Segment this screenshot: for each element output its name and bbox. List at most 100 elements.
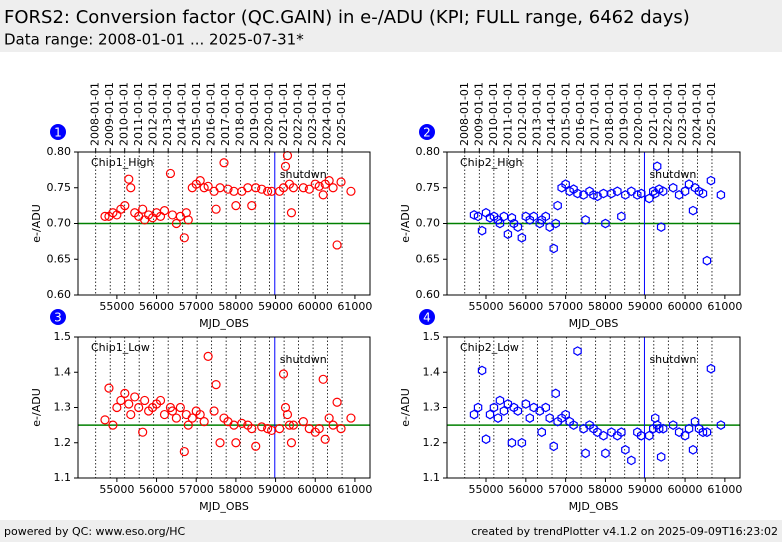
- x-tick-label: 59000: [628, 300, 663, 313]
- point: [535, 218, 545, 229]
- point: [473, 402, 483, 413]
- top-tick-label: 2014-01-01: [545, 82, 558, 146]
- point: [668, 420, 678, 430]
- point: [138, 427, 148, 437]
- y-tick-label: 1.1: [54, 471, 72, 484]
- top-tick-label: 2016-01-01: [205, 82, 218, 146]
- point: [601, 448, 610, 459]
- point: [104, 383, 114, 393]
- point: [195, 176, 205, 186]
- x-axis-label: MJD_OBS: [569, 500, 619, 513]
- point: [599, 188, 608, 199]
- point: [183, 215, 193, 225]
- x-tick-label: 55000: [99, 483, 134, 496]
- point: [320, 434, 330, 444]
- x-tick-label: 55000: [469, 483, 504, 496]
- point: [493, 413, 503, 423]
- point: [324, 176, 334, 186]
- point: [203, 181, 213, 191]
- point: [537, 215, 547, 225]
- point: [503, 399, 513, 409]
- point: [215, 438, 225, 448]
- point: [549, 441, 558, 452]
- point: [495, 395, 505, 406]
- point: [209, 406, 219, 416]
- panel-number: 1: [54, 126, 62, 140]
- point: [545, 413, 554, 423]
- point: [251, 441, 261, 451]
- footer-left: powered by QC: www.eso.org/HC: [4, 525, 186, 538]
- point: [557, 413, 566, 423]
- point: [257, 184, 267, 194]
- point: [332, 240, 342, 250]
- point: [495, 218, 505, 229]
- point: [298, 417, 308, 427]
- x-tick-label: 56000: [508, 483, 543, 496]
- point: [698, 188, 708, 199]
- panel-number: 4: [423, 311, 431, 325]
- top-tick-label: 2019-01-01: [618, 82, 631, 146]
- point: [140, 395, 150, 406]
- y-tick-label: 1.3: [423, 401, 441, 414]
- point: [485, 409, 495, 420]
- x-tick-label: 56000: [139, 483, 174, 496]
- point: [561, 409, 570, 420]
- point: [716, 190, 726, 200]
- x-tick-label: 61000: [707, 300, 742, 313]
- point: [179, 233, 189, 243]
- top-tick-label: 2024-01-01: [321, 82, 334, 146]
- panel-label: Chip1_Low: [91, 341, 150, 354]
- y-tick-label: 0.75: [47, 181, 72, 194]
- point: [513, 222, 523, 232]
- point: [282, 409, 293, 420]
- point: [599, 430, 608, 441]
- point: [112, 402, 122, 413]
- point: [648, 423, 658, 434]
- y-tick-label: 0.80: [47, 145, 72, 158]
- top-tick-label: 2013-01-01: [530, 82, 543, 146]
- top-tick-label: 2011-01-01: [501, 82, 514, 146]
- panel-label: Chip1_High: [91, 156, 153, 169]
- header-band: [0, 0, 782, 52]
- point: [263, 186, 273, 196]
- point: [680, 430, 690, 441]
- x-tick-label: 55000: [469, 300, 504, 313]
- point: [698, 427, 708, 438]
- point: [688, 444, 698, 455]
- top-tick-label: 2009-01-01: [103, 82, 116, 146]
- point: [223, 184, 233, 194]
- point: [656, 222, 666, 232]
- point: [617, 211, 626, 222]
- x-tick-label: 59000: [258, 300, 293, 313]
- point: [195, 409, 205, 420]
- top-tick-label: 2015-01-01: [190, 82, 203, 146]
- top-tick-label: 2012-01-01: [516, 82, 529, 146]
- point: [613, 186, 622, 197]
- x-tick-label: 58000: [588, 300, 623, 313]
- point: [553, 416, 562, 427]
- page-subtitle: Data range: 2008-01-01 ... 2025-07-31*: [4, 31, 304, 49]
- point: [569, 420, 578, 430]
- top-tick-label: 2025-01-01: [705, 82, 718, 146]
- point: [469, 409, 479, 420]
- point: [116, 395, 126, 406]
- point: [551, 388, 560, 399]
- point: [120, 201, 130, 211]
- point: [668, 182, 678, 193]
- y-tick-label: 0.60: [416, 288, 441, 301]
- y-tick-label: 0.70: [47, 217, 72, 230]
- x-tick-label: 61000: [707, 483, 742, 496]
- point: [257, 422, 267, 432]
- point: [493, 215, 503, 225]
- point: [688, 205, 698, 216]
- panel-label: Chip2_High: [460, 156, 522, 169]
- event-label: shutdwn: [649, 168, 696, 181]
- top-tick-label: 2010-01-01: [487, 82, 500, 146]
- point: [298, 183, 308, 193]
- top-tick-label: 2017-01-01: [219, 82, 232, 146]
- point: [521, 399, 531, 409]
- point: [684, 423, 694, 434]
- point: [627, 455, 636, 466]
- point: [314, 424, 324, 434]
